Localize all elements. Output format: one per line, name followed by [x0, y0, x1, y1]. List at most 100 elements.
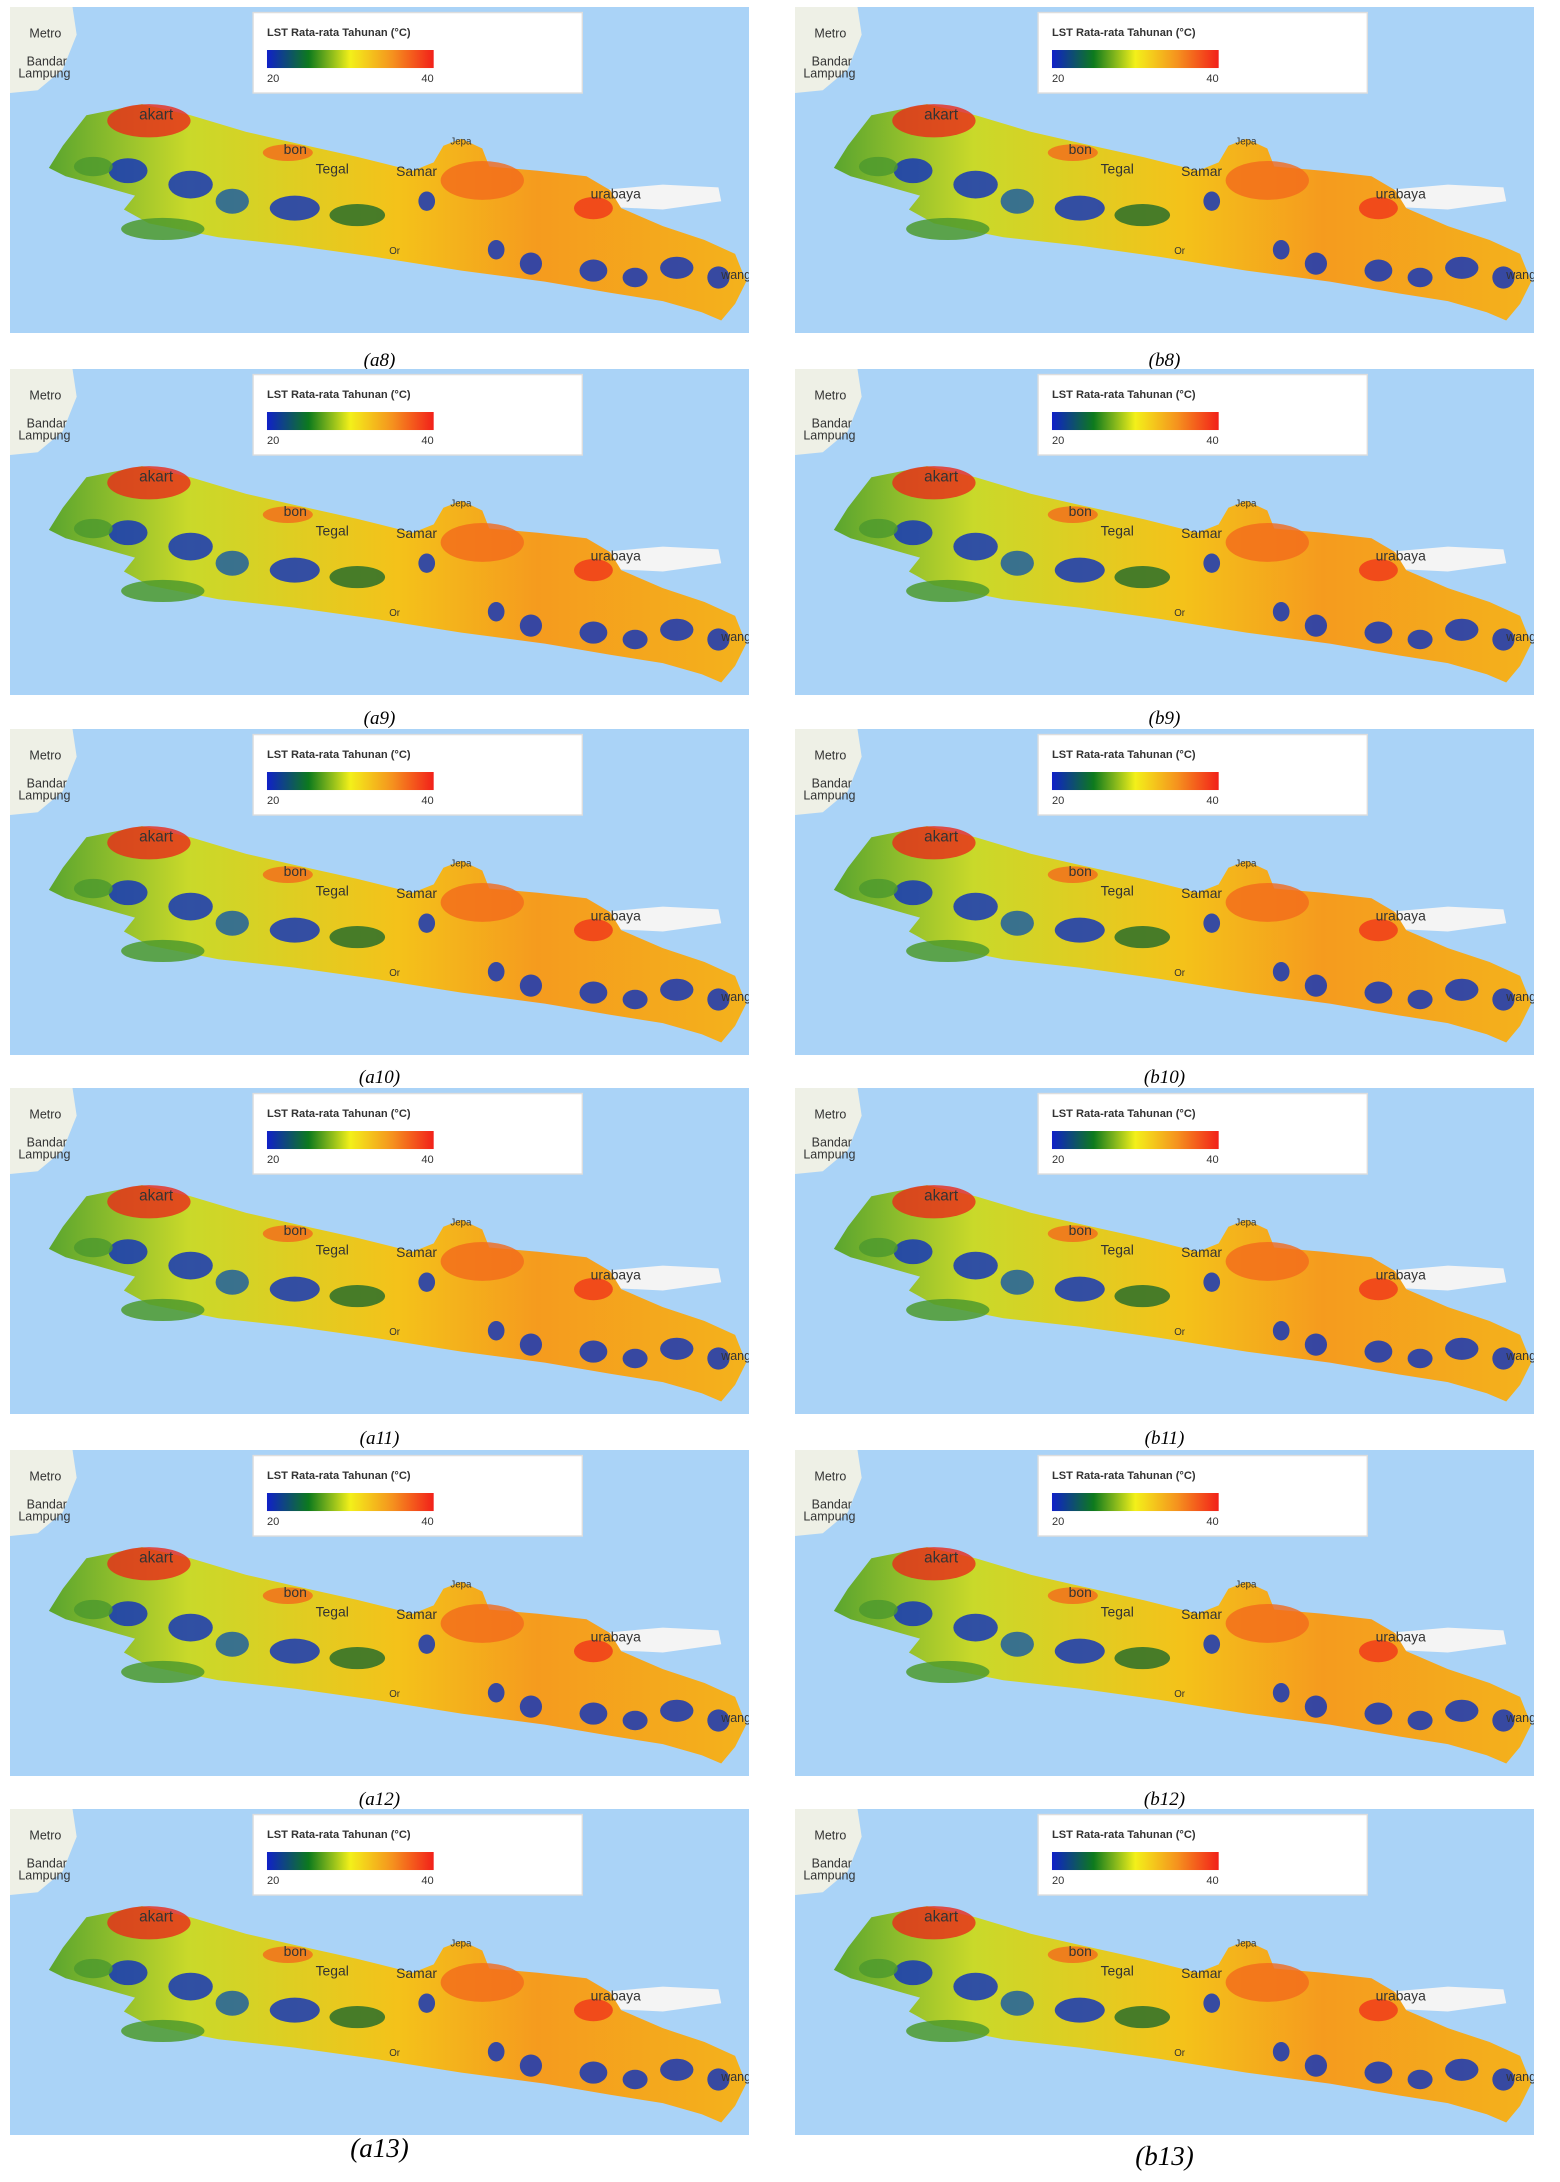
heat-area	[262, 1946, 313, 1963]
cool-area	[858, 156, 898, 177]
place-label: akart	[139, 1549, 174, 1566]
place-label: akart	[139, 1187, 174, 1204]
cool-area	[329, 203, 386, 227]
place-label: urabaya	[1376, 1987, 1426, 2003]
place-label: Or	[1174, 968, 1186, 979]
legend-tick-label: 20	[1052, 73, 1064, 85]
madura	[1385, 1265, 1507, 1291]
heat-area	[892, 1906, 976, 1940]
legend-tick-label: 40	[421, 795, 433, 807]
legend-colorbar	[266, 1493, 434, 1512]
heat-area	[573, 919, 613, 942]
legend-tick-label: 20	[267, 1875, 279, 1887]
sumatra	[10, 1809, 77, 1896]
place-label: Jepa	[450, 1938, 472, 1949]
place-label: Or	[1174, 1689, 1186, 1700]
heat-area	[1358, 1640, 1398, 1663]
legend-tick-label: 40	[1206, 1154, 1218, 1166]
place-label: bon	[1069, 503, 1092, 519]
heat-area	[1225, 1241, 1309, 1281]
cool-area	[1114, 1284, 1171, 1308]
place-label: urabaya	[591, 1628, 641, 1644]
sumatra	[795, 1088, 862, 1175]
cool-area	[893, 1960, 933, 1986]
place-label: Jepa	[1235, 1579, 1257, 1590]
sumatra	[10, 369, 77, 456]
cool-area	[1000, 910, 1034, 936]
place-label: Tegal	[1101, 1241, 1134, 1257]
legend-tick-label: 20	[1052, 795, 1064, 807]
heat-area	[440, 1241, 524, 1281]
place-label: Samar	[1181, 1606, 1222, 1622]
map-panel: Metro Bandar Lampung akart bon Tegal Samar Jepa…	[795, 1809, 1534, 2135]
cool-area	[1203, 1272, 1221, 1292]
place-label: bon	[1069, 141, 1092, 157]
cool-area	[858, 1958, 898, 1979]
cool-area	[858, 1599, 898, 1620]
cool-area	[1492, 988, 1515, 1011]
place-label: Lampung	[18, 1510, 70, 1524]
place-label: bon	[284, 1943, 307, 1959]
java-island	[48, 826, 747, 1043]
heat-area	[1047, 506, 1098, 523]
cool-area	[660, 2058, 694, 2081]
legend-tick-label: 20	[267, 1154, 279, 1166]
cool-area	[893, 158, 933, 184]
legend-tick-label: 40	[1206, 435, 1218, 447]
legend-colorbar	[266, 1852, 434, 1871]
place-label: wang	[1505, 630, 1534, 644]
cool-area	[1304, 252, 1328, 275]
cool-area	[1407, 1348, 1433, 1369]
place-label: akart	[924, 828, 959, 845]
cool-area	[418, 1634, 436, 1654]
cool-area	[1114, 565, 1171, 589]
cool-area	[73, 156, 113, 177]
place-label: Metro	[29, 1829, 61, 1843]
cool-area	[579, 621, 608, 644]
cool-area	[269, 1638, 320, 1664]
cool-area	[73, 1237, 113, 1258]
cool-area	[1272, 1321, 1290, 1341]
place-label: urabaya	[591, 185, 641, 201]
heat-area	[440, 882, 524, 922]
place-label: Jepa	[1235, 498, 1257, 509]
cool-area	[1445, 1699, 1479, 1722]
place-label: urabaya	[1376, 185, 1426, 201]
heat-area	[1358, 197, 1398, 220]
legend-title: LST Rata-rata Tahunan (°C)	[1052, 1829, 1196, 1841]
cool-area	[108, 1960, 148, 1986]
java-island	[833, 1185, 1532, 1402]
place-label: Bandar	[812, 1135, 852, 1149]
place-label: Metro	[29, 27, 61, 41]
java-island	[48, 104, 747, 321]
place-label: urabaya	[591, 547, 641, 563]
cool-area	[707, 988, 730, 1011]
cool-area	[519, 1333, 543, 1356]
place-label: akart	[924, 468, 959, 485]
cool-area	[73, 1958, 113, 1979]
place-label: bon	[1069, 863, 1092, 879]
place-label: akart	[924, 106, 959, 123]
place-label: Jepa	[450, 136, 472, 147]
heat-area	[1047, 1946, 1098, 1963]
sumatra	[10, 729, 77, 816]
heat-area	[892, 1547, 976, 1581]
cool-area	[1054, 1997, 1105, 2023]
heat-area	[107, 826, 191, 860]
cool-area	[418, 191, 436, 211]
place-label: wang	[1505, 1711, 1534, 1725]
place-label: Bandar	[812, 54, 852, 68]
heat-area	[1358, 1278, 1398, 1301]
cool-area	[906, 579, 990, 603]
legend-colorbar	[1051, 772, 1219, 791]
heat-area	[262, 144, 313, 161]
place-label: wang	[720, 990, 749, 1004]
cool-area	[660, 1337, 694, 1360]
sumatra	[795, 1450, 862, 1537]
cool-area	[121, 939, 205, 963]
place-label: wang	[720, 630, 749, 644]
cool-area	[660, 1699, 694, 1722]
